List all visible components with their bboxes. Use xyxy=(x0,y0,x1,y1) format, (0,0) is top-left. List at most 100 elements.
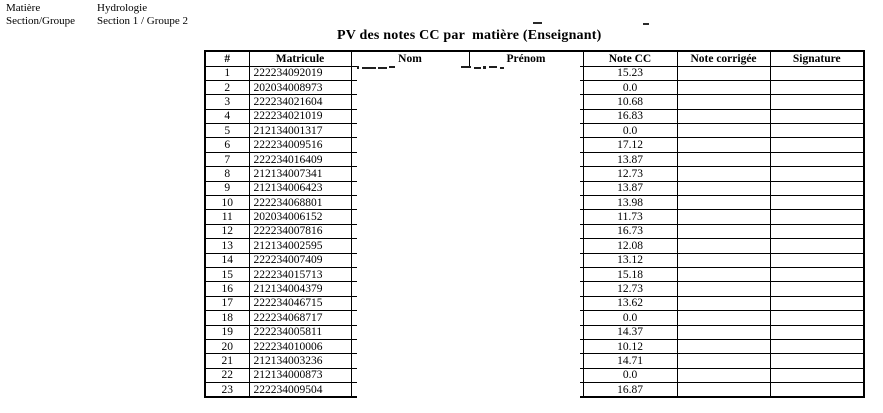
signature-cell xyxy=(769,94,865,110)
matricule-cell: 222234009516 xyxy=(248,137,352,153)
row-number-cell: 3 xyxy=(204,94,250,110)
redacted-text-remnant xyxy=(489,66,497,68)
redacted-text-remnant xyxy=(474,67,481,69)
row-number-cell: 10 xyxy=(204,195,250,211)
note-corrigee-cell xyxy=(676,310,771,326)
note-cc-cell: 13.87 xyxy=(582,180,678,197)
matricule-cell: 212134006423 xyxy=(248,180,352,197)
matricule-cell: 222234046715 xyxy=(248,295,352,312)
signature-cell xyxy=(769,180,865,197)
note-cc-cell: 10.68 xyxy=(582,94,678,110)
note-cc-cell: 12.73 xyxy=(582,281,678,297)
note-cc-cell: 13.62 xyxy=(582,295,678,312)
page-title: PV des notes CC par matière (Enseignant) xyxy=(337,28,602,43)
note-cc-cell: 14.71 xyxy=(582,353,678,369)
note-cc-cell: 13.87 xyxy=(582,151,678,168)
note-cc-cell: 12.08 xyxy=(582,238,678,254)
matricule-cell: 222234007409 xyxy=(248,252,352,268)
note-corrigee-cell xyxy=(676,353,771,369)
matricule-cell: 222234009504 xyxy=(248,382,352,398)
header-signature: Signature xyxy=(769,50,865,67)
row-number-cell: 22 xyxy=(204,367,250,384)
redacted-text-remnant xyxy=(643,23,649,25)
row-number-cell: 7 xyxy=(204,151,250,168)
note-cc-cell: 15.18 xyxy=(582,266,678,283)
matricule-cell: 212134000873 xyxy=(248,367,352,384)
header-matricule: Matricule xyxy=(248,50,352,67)
note-cc-cell: 15.23 xyxy=(582,65,678,81)
row-number-cell: 12 xyxy=(204,223,250,240)
note-cc-cell: 13.98 xyxy=(582,195,678,211)
note-corrigee-cell xyxy=(676,137,771,153)
redacted-text-remnant xyxy=(362,67,376,69)
matricule-cell: 222234021604 xyxy=(248,94,352,110)
matricule-cell: 222234005811 xyxy=(248,324,352,340)
note-cc-cell: 17.12 xyxy=(582,137,678,153)
section-groupe-value: Section 1 / Groupe 2 xyxy=(97,15,189,27)
header-num: # xyxy=(204,50,250,67)
note-cc-cell: 11.73 xyxy=(582,209,678,225)
header-prenom: Prénom xyxy=(468,50,584,67)
note-corrigee-cell xyxy=(676,367,771,384)
note-corrigee-cell xyxy=(676,238,771,254)
note-cc-cell: 0.0 xyxy=(582,79,678,96)
note-cc-cell: 14.37 xyxy=(582,324,678,340)
matricule-cell: 222234068717 xyxy=(248,310,352,326)
signature-cell xyxy=(769,151,865,168)
row-number-cell: 20 xyxy=(204,338,250,355)
row-number-cell: 5 xyxy=(204,123,250,139)
matricule-cell: 202034006152 xyxy=(248,209,352,225)
signature-cell xyxy=(769,195,865,211)
matricule-cell: 212134003236 xyxy=(248,353,352,369)
note-corrigee-cell xyxy=(676,79,771,96)
header-row: # Matricule Nom Prénom Note CC Note corr… xyxy=(204,50,865,67)
redacted-text-remnant xyxy=(533,22,542,24)
note-corrigee-cell xyxy=(676,295,771,312)
matiere-value: Hydrologie xyxy=(97,2,148,14)
row-number-cell: 23 xyxy=(204,382,250,398)
row-number-cell: 6 xyxy=(204,137,250,153)
note-corrigee-cell xyxy=(676,338,771,355)
signature-cell xyxy=(769,223,865,240)
matricule-cell: 222234068801 xyxy=(248,195,352,211)
matricule-cell: 222234010006 xyxy=(248,338,352,355)
signature-cell xyxy=(769,353,865,369)
row-number-cell: 1 xyxy=(204,65,250,81)
signature-cell xyxy=(769,338,865,355)
note-cc-cell: 16.87 xyxy=(582,382,678,398)
row-number-cell: 21 xyxy=(204,353,250,369)
note-corrigee-cell xyxy=(676,281,771,297)
signature-cell xyxy=(769,137,865,153)
row-number-cell: 18 xyxy=(204,310,250,326)
redaction-overlay xyxy=(357,66,580,411)
matricule-cell: 222234021019 xyxy=(248,108,352,125)
matricule-cell: 212134007341 xyxy=(248,166,352,182)
note-corrigee-cell xyxy=(676,266,771,283)
signature-cell xyxy=(769,65,865,81)
matricule-cell: 222234092019 xyxy=(248,65,352,81)
redacted-text-remnant xyxy=(389,66,395,68)
signature-cell xyxy=(769,295,865,312)
redacted-text-remnant xyxy=(500,67,504,69)
note-corrigee-cell xyxy=(676,94,771,110)
row-number-cell: 13 xyxy=(204,238,250,254)
matricule-cell: 212134002595 xyxy=(248,238,352,254)
matricule-cell: 212134004379 xyxy=(248,281,352,297)
note-cc-cell: 16.83 xyxy=(582,108,678,125)
signature-cell xyxy=(769,367,865,384)
note-corrigee-cell xyxy=(676,223,771,240)
signature-cell xyxy=(769,324,865,340)
matricule-cell: 222234007816 xyxy=(248,223,352,240)
section-groupe-label: Section/Groupe xyxy=(6,15,76,27)
note-corrigee-cell xyxy=(676,166,771,182)
signature-cell xyxy=(769,252,865,268)
matricule-cell: 212134001317 xyxy=(248,123,352,139)
note-corrigee-cell xyxy=(676,252,771,268)
matiere-row: Matière Hydrologie xyxy=(6,2,188,15)
row-number-cell: 9 xyxy=(204,180,250,197)
row-number-cell: 19 xyxy=(204,324,250,340)
note-cc-cell: 0.0 xyxy=(582,310,678,326)
table-header: # Matricule Nom Prénom Note CC Note corr… xyxy=(204,50,865,67)
redacted-text-remnant xyxy=(461,66,471,68)
